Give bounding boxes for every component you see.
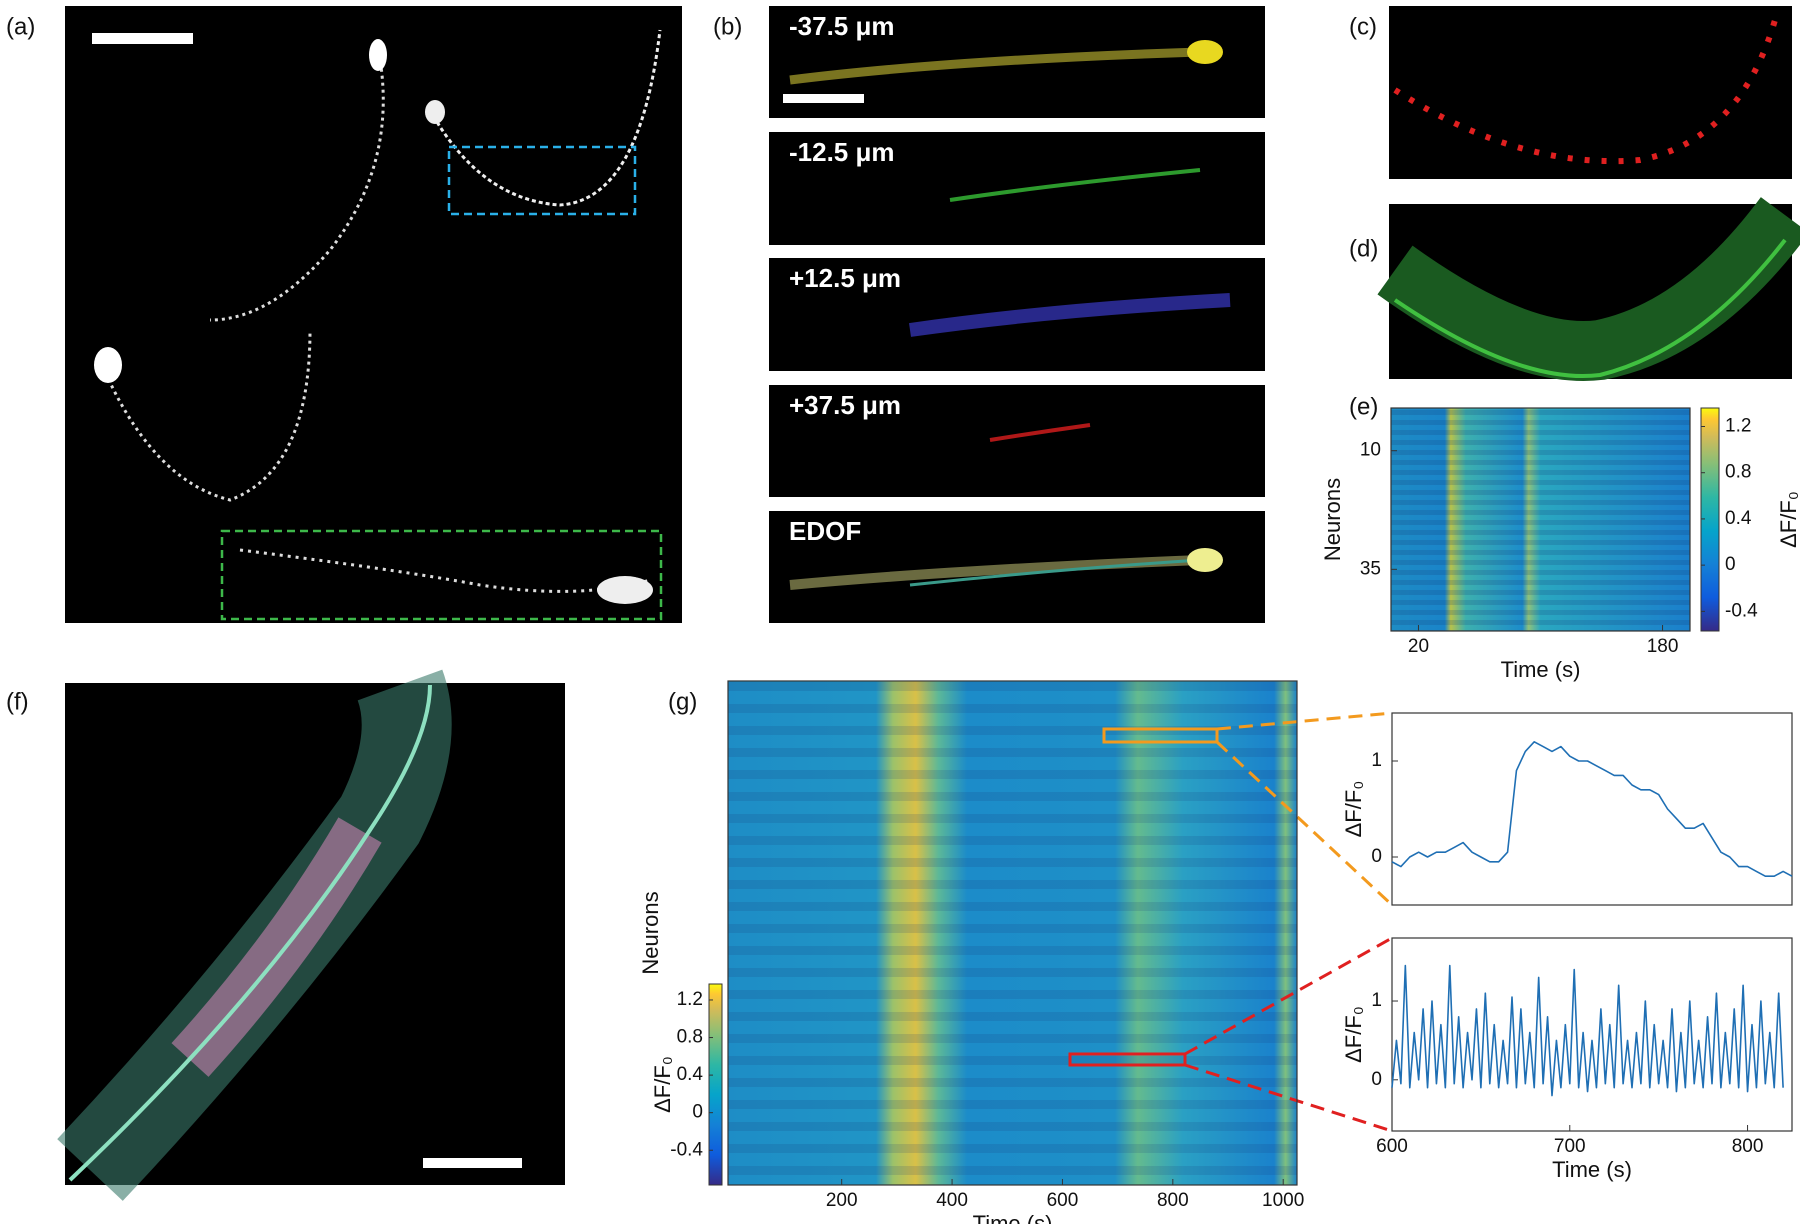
y-tick-label: 0: [1371, 1069, 1382, 1090]
connector: [1184, 936, 1393, 1056]
trace: [1391, 741, 1793, 877]
y-axis-label: ΔF/F₀: [1341, 1006, 1366, 1063]
image-b: [769, 6, 1265, 623]
image-f: [57, 669, 565, 1201]
connector: [1216, 711, 1393, 731]
x-tick-label: 20: [1408, 636, 1429, 657]
colorbar-tick-label: -0.4: [1725, 600, 1758, 621]
x-axis-label: Time (s): [973, 1211, 1053, 1224]
heatmap-rows: [728, 681, 1297, 1185]
x-tick-label: 700: [1554, 1136, 1586, 1157]
panel-label: (c): [1349, 13, 1377, 40]
colorbar-tick-label: 1.2: [1725, 416, 1751, 437]
plot-frame: [1391, 937, 1793, 1132]
colorbar-tick-label: 0.8: [677, 1027, 703, 1048]
x-tick-label: 180: [1647, 636, 1679, 657]
y-tick-label: 1: [1371, 750, 1382, 771]
panel-label: (e): [1349, 393, 1378, 420]
colorbar-tick-label: 0: [692, 1102, 703, 1123]
plane-label: +37.5 μm: [789, 390, 901, 420]
colorbar-tick-label: 0.4: [1725, 508, 1752, 529]
y-tick-label: 35: [1360, 558, 1381, 579]
colorbar-label: ΔF/F₀: [650, 1056, 675, 1113]
x-tick-label: 800: [1157, 1190, 1189, 1211]
plot-frame: [1390, 407, 1691, 632]
plane-label: -12.5 μm: [789, 137, 895, 167]
panel-label: (d): [1349, 235, 1378, 262]
plane-label: EDOF: [789, 516, 861, 546]
plot-frame: [727, 680, 1298, 1186]
x-tick-label: 600: [1047, 1190, 1079, 1211]
y-tick-label: 10: [1360, 440, 1381, 461]
x-axis-label: Time (s): [1501, 657, 1581, 682]
colorbar: [1700, 407, 1720, 632]
x-axis-label: Time (s): [1552, 1157, 1632, 1182]
x-tick-label: 1000: [1262, 1190, 1304, 1211]
colorbar: [708, 983, 723, 1186]
colorbar-label: ΔF/F₀: [1776, 491, 1800, 548]
image-cd: [1377, 6, 1800, 381]
panel-label: (g): [668, 688, 697, 715]
plane-label: +12.5 μm: [789, 263, 901, 293]
x-tick-label: 400: [936, 1190, 968, 1211]
colorbar-tick-label: 0.8: [1725, 462, 1751, 483]
panel-label: (a): [6, 13, 35, 40]
trace: [1391, 964, 1784, 1097]
x-tick-label: 200: [826, 1190, 858, 1211]
plot-frame: [1391, 712, 1793, 906]
highlight-box: [1068, 1052, 1187, 1067]
x-tick-label: 800: [1732, 1136, 1764, 1157]
plane-label: -37.5 μm: [789, 11, 895, 41]
y-axis-label: ΔF/F₀: [1341, 781, 1366, 838]
y-tick-label: 1: [1371, 990, 1382, 1011]
y-axis-label: Neurons: [1320, 478, 1345, 561]
x-tick-label: 600: [1376, 1136, 1408, 1157]
heatmap-rows: [1391, 408, 1690, 631]
colorbar-tick-label: 1.2: [677, 989, 703, 1010]
colorbar-tick-label: 0: [1725, 554, 1736, 575]
panel-label: (f): [6, 688, 29, 715]
connector: [1184, 1063, 1393, 1133]
colorbar-tick-label: 0.4: [677, 1064, 704, 1085]
panel-label: (b): [713, 13, 742, 40]
colorbar-tick-label: -0.4: [670, 1139, 703, 1160]
image-a: [65, 6, 682, 623]
highlight-box: [1102, 727, 1219, 744]
y-axis-label: Neurons: [638, 891, 663, 974]
connector: [1215, 740, 1394, 907]
y-tick-label: 0: [1371, 846, 1382, 867]
